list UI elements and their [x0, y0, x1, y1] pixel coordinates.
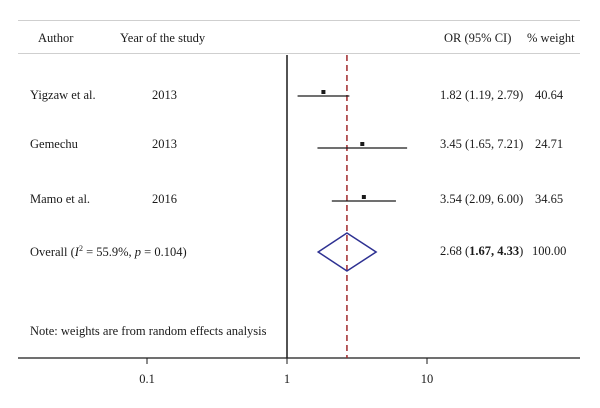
study-author: Gemechu — [30, 137, 78, 151]
header-top-rule — [18, 20, 580, 21]
study-or-ci: 3.54 (2.09, 6.00) — [440, 192, 524, 206]
study-or-ci: 3.45 (1.65, 7.21) — [440, 137, 524, 151]
study-author: Mamo et al. — [30, 192, 91, 206]
footnote: Note: weights are from random effects an… — [30, 324, 267, 338]
study-weight: 40.64 — [535, 88, 564, 102]
overall-diamond — [316, 232, 378, 272]
study-point-marker — [321, 90, 326, 94]
x-tick-label: 0.1 — [139, 372, 155, 386]
header-weight: % weight — [527, 31, 575, 45]
overall-weight: 100.00 — [532, 244, 567, 258]
header-year: Year of the study — [120, 31, 206, 45]
study-weight: 24.71 — [535, 137, 564, 151]
study-year: 2013 — [152, 88, 177, 102]
header-or-ci: OR (95% CI) — [444, 31, 512, 45]
x-tick-label: 10 — [420, 372, 434, 386]
study-year: 2013 — [152, 137, 177, 151]
header-author: Author — [38, 31, 74, 45]
study-year: 2016 — [152, 192, 177, 206]
study-author: Yigzaw et al. — [30, 88, 96, 102]
overall-label: Overall (I2 = 55.9%, p = 0.104) — [30, 244, 187, 260]
x-tick-label: 1 — [283, 372, 291, 386]
overall-or-ci: 2.68 (1.67, 4.33) — [440, 244, 524, 258]
study-point-marker — [360, 142, 365, 146]
study-weight: 34.65 — [535, 192, 564, 206]
header-bottom-rule — [18, 53, 580, 54]
study-or-ci: 1.82 (1.19, 2.79) — [440, 88, 524, 102]
study-point-marker — [361, 195, 366, 199]
